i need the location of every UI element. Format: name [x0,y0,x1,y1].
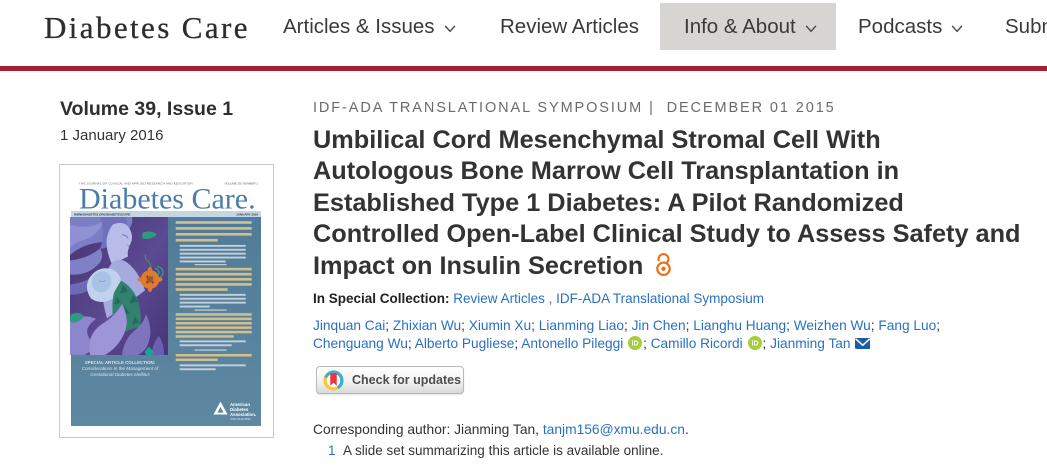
svg-text:THE JOURNAL OF CLINICAL AND AP: THE JOURNAL OF CLINICAL AND APPLIED RESE… [79,182,193,186]
svg-text:SPECIAL ARTICLE COLLECTION:: SPECIAL ARTICLE COLLECTION: [85,360,156,365]
svg-text:ISSN 0149-5992: ISSN 0149-5992 [230,417,251,421]
svg-text:Diabetes: Diabetes [230,407,249,412]
svg-text:Gestational Diabetes Mellitus: Gestational Diabetes Mellitus [90,372,150,377]
svg-text:VOLUME 39 | NUMBER 1: VOLUME 39 | NUMBER 1 [224,182,258,186]
svg-text:Considerations in the Manageme: Considerations in the Management of [82,366,159,371]
svg-text:Association.: Association. [230,412,256,417]
svg-text:American: American [230,402,250,407]
svg-text:iD: iD [632,340,639,347]
svg-text:iD: iD [751,340,758,347]
svg-text:WWW.DIABETES.ORG/DIABETESCARE: WWW.DIABETES.ORG/DIABETESCARE [74,213,131,217]
svg-text:JANUARY 2016: JANUARY 2016 [236,213,258,217]
svg-text:Diabetes Care.: Diabetes Care. [79,183,256,216]
